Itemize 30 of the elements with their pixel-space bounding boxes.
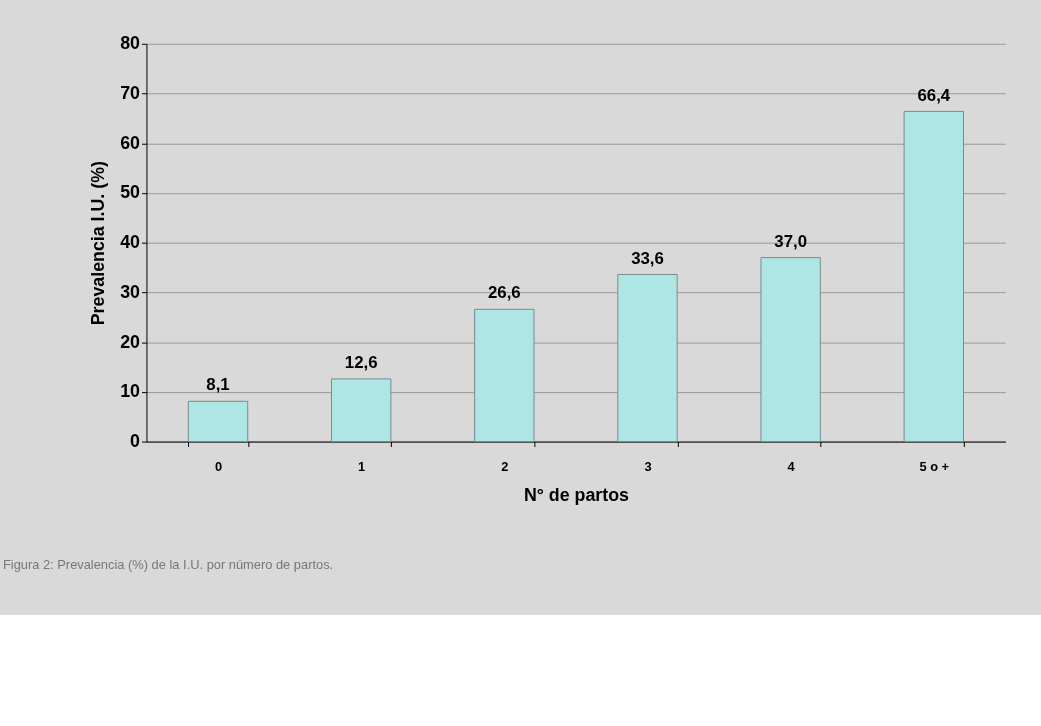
y-tick-label: 80	[120, 33, 141, 54]
data-label: 26,6	[487, 283, 521, 303]
y-tick-label: 30	[120, 281, 141, 302]
x-tick-label: 5 o +	[919, 458, 950, 474]
data-label: 8,1	[206, 375, 230, 395]
bar	[903, 110, 964, 443]
data-label: 37,0	[774, 231, 808, 251]
x-axis-title: N° de partos	[523, 485, 630, 506]
y-tick-label: 70	[120, 82, 141, 103]
x-tick-label: 3	[644, 458, 652, 474]
x-tick-label: 0	[214, 458, 223, 474]
data-label: 33,6	[631, 248, 664, 268]
bar	[474, 308, 535, 443]
bar	[187, 400, 249, 443]
x-tick-label: 2	[501, 458, 509, 474]
y-tick-label: 0	[130, 431, 141, 452]
bar	[760, 257, 821, 443]
data-label: 12,6	[344, 353, 378, 373]
x-tick-label: 4	[787, 458, 796, 474]
bar	[331, 378, 392, 443]
y-tick-label: 50	[120, 182, 141, 203]
data-label: 66,4	[917, 85, 951, 105]
x-tick-label: 1	[358, 458, 366, 474]
y-tick-label: 20	[120, 331, 141, 352]
y-axis-title: Prevalencia I.U. (%)	[88, 161, 109, 326]
y-tick-label: 60	[120, 132, 141, 153]
bar	[617, 274, 678, 443]
text: Figura 2: Prevalencia (%) de la I.U. por número de partos.	[2, 557, 334, 573]
y-tick-label: 10	[120, 381, 141, 402]
y-tick-label: 40	[120, 232, 141, 253]
